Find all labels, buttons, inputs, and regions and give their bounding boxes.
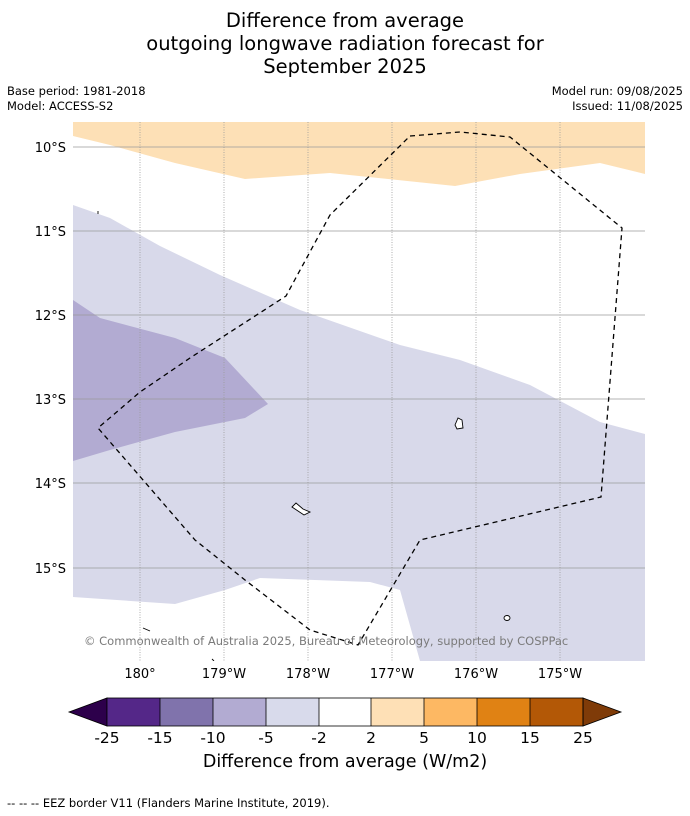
- colorbar: -25 -15 -10 -5 -2 2 5 10 15 25: [67, 697, 623, 747]
- eez-border: [97, 131, 623, 646]
- lat-label: 13°S: [35, 393, 66, 408]
- colorbar-tick-label: 5: [419, 729, 429, 747]
- title-line-1: Difference from average: [225, 9, 465, 32]
- latitude-labels: 10°S 11°S 12°S 13°S 14°S 15°S: [35, 141, 66, 577]
- colorbar-tick-label: 2: [366, 729, 376, 747]
- lat-label: 11°S: [35, 225, 66, 240]
- lon-label: 175°W: [538, 667, 582, 682]
- colorbar-extend-low: [67, 697, 108, 727]
- colorbar-segment: [266, 698, 319, 726]
- coastline-fragment: [211, 658, 215, 661]
- issued-text: Issued: 11/08/2025: [572, 99, 683, 113]
- island-outline: [454, 417, 464, 430]
- title-line-3: September 2025: [263, 55, 427, 78]
- anomaly-positive-area: [73, 122, 645, 186]
- model-run-text: Model run: 09/08/2025: [551, 84, 683, 98]
- colorbar-tick-label: 15: [520, 729, 540, 747]
- island-outline: [503, 615, 511, 621]
- colorbar-segment: [160, 698, 213, 726]
- meta-right: Model run: 09/08/2025 Issued: 11/08/2025: [552, 84, 683, 114]
- anomaly-negative-medium-area: [73, 300, 268, 461]
- colorbar-segment: [530, 698, 583, 726]
- colorbar-tick-label: -10: [200, 729, 225, 747]
- longitude-labels: 180° 179°W 178°W 177°W 176°W 175°W: [124, 667, 582, 682]
- lat-label: 15°S: [35, 562, 66, 577]
- lat-label: 14°S: [35, 477, 66, 492]
- lon-label: 177°W: [370, 667, 414, 682]
- colorbar-segment: [319, 698, 371, 726]
- gridlines: [73, 122, 645, 661]
- colorbar-segment: [213, 698, 266, 726]
- colorbar-tick-label: -25: [94, 729, 119, 747]
- colorbar-segment: [424, 698, 477, 726]
- lon-label: 176°W: [454, 667, 498, 682]
- title-line-2: outgoing longwave radiation forecast for: [146, 32, 544, 55]
- copyright-text: © Commonwealth of Australia 2025, Bureau…: [84, 634, 568, 648]
- coastline-fragment: [142, 627, 151, 632]
- colorbar-segment: [371, 698, 424, 726]
- lat-label: 10°S: [35, 141, 66, 156]
- colorbar-tick-label: -15: [147, 729, 172, 747]
- anomaly-negative-light-area: [73, 205, 645, 661]
- colorbar-extend-high: [582, 697, 623, 727]
- colorbar-segment: [107, 698, 160, 726]
- base-period-text: Base period: 1981-2018: [7, 84, 146, 98]
- island-outline: [291, 502, 312, 516]
- meta-left: Base period: 1981-2018 Model: ACCESS-S2: [7, 84, 146, 114]
- colorbar-label: Difference from average (W/m2): [202, 752, 488, 772]
- colorbar-tick-label: 25: [573, 729, 593, 747]
- colorbar-segment: [477, 698, 530, 726]
- model-text: Model: ACCESS-S2: [7, 99, 114, 113]
- colorbar-tick-label: 10: [467, 729, 487, 747]
- lon-label: 179°W: [202, 667, 246, 682]
- eez-footnote: -- -- -- EEZ border V11 (Flanders Marine…: [7, 796, 330, 810]
- map-area: © Commonwealth of Australia 2025, Bureau…: [73, 122, 645, 661]
- lat-label: 12°S: [35, 309, 66, 324]
- lon-label: 180°: [124, 667, 155, 682]
- colorbar-tick-label: -5: [258, 729, 273, 747]
- colorbar-tick-label: -2: [311, 729, 326, 747]
- lon-label: 178°W: [286, 667, 330, 682]
